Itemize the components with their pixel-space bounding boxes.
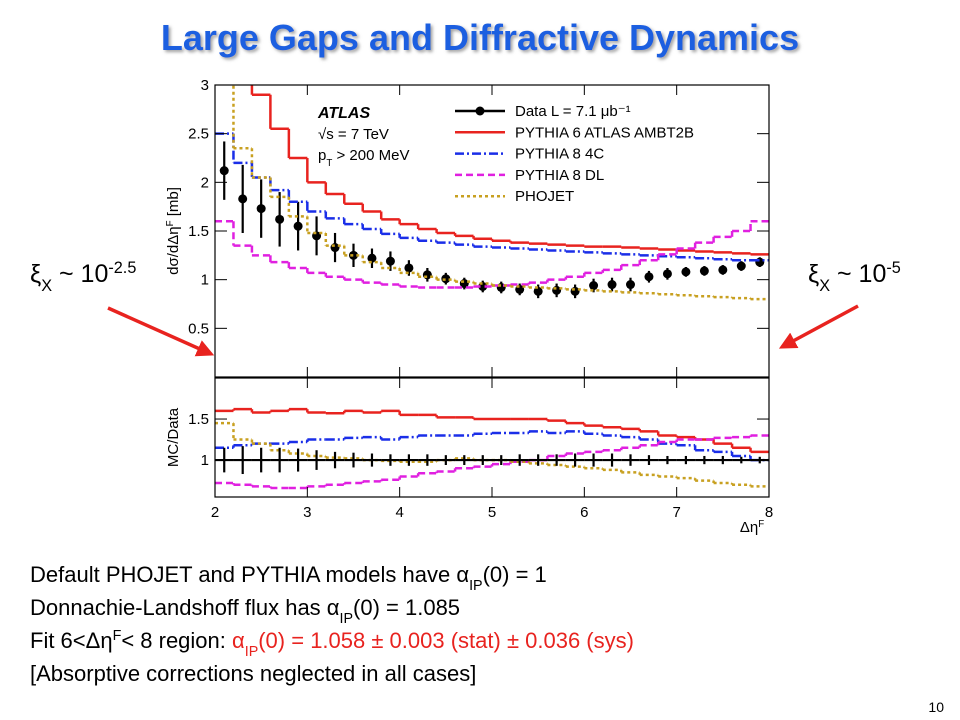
text-run: dσ/dΔη bbox=[165, 226, 182, 274]
data-point bbox=[662, 269, 672, 279]
legend-label: Data L = 7.1 μb⁻¹ bbox=[515, 103, 631, 120]
data-point bbox=[736, 261, 746, 271]
y-tick-label: 1 bbox=[201, 452, 209, 469]
energy-label: √s = 7 TeV bbox=[318, 126, 389, 143]
data-point bbox=[404, 263, 414, 273]
text-run: p bbox=[318, 147, 326, 164]
y-axis-label: dσ/dΔηF [mb] bbox=[165, 187, 183, 275]
legend-swatch bbox=[475, 106, 485, 116]
y-tick-label: 1 bbox=[201, 272, 209, 289]
y-tick-label: 1.5 bbox=[188, 411, 209, 428]
y-tick-label: 1.5 bbox=[188, 223, 209, 240]
data-point bbox=[699, 266, 709, 276]
text-run: Δη bbox=[740, 519, 758, 536]
text-run: < 8 region: bbox=[121, 628, 232, 653]
arrow bbox=[107, 306, 215, 357]
annotation: ξX ~ 10-2.5 bbox=[30, 259, 136, 295]
note-line: [Absorptive corrections neglected in all… bbox=[30, 661, 476, 686]
data-point bbox=[533, 286, 543, 296]
plot-area bbox=[215, 407, 769, 490]
y-tick-label: 2.5 bbox=[188, 126, 209, 143]
text-run: > 200 MeV bbox=[332, 147, 409, 164]
text-run: X bbox=[41, 277, 52, 295]
text-run: F bbox=[758, 519, 764, 530]
text-run: Donnachie-Landshoff flux has α bbox=[30, 595, 340, 620]
legend-label: PYTHIA 8 DL bbox=[515, 167, 604, 184]
x-tick-label: 4 bbox=[395, 504, 403, 521]
text-run: (0) = 1.058 ± 0.003 (stat) ± 0.036 (sys) bbox=[258, 628, 634, 653]
legend-label: PYTHIA 6 ATLAS AMBT2B bbox=[515, 124, 694, 141]
data-point bbox=[256, 204, 266, 214]
page-number: 10 bbox=[928, 699, 944, 715]
text-run: F bbox=[113, 628, 122, 644]
text-run: MC/Data bbox=[165, 407, 182, 467]
legend-label: PHOJET bbox=[515, 188, 574, 205]
text-run: IP bbox=[340, 611, 354, 627]
data-point bbox=[385, 256, 395, 266]
x-axis-label: ΔηF bbox=[740, 519, 764, 537]
data-point bbox=[681, 267, 691, 277]
text-run: -5 bbox=[886, 259, 900, 277]
text-run: Fit 6<Δη bbox=[30, 628, 113, 653]
legend-label: PYTHIA 8 4C bbox=[515, 146, 604, 163]
data-point bbox=[626, 280, 635, 290]
text-run: (0) = 1 bbox=[483, 562, 547, 587]
text-run: (0) = 1.085 bbox=[353, 595, 460, 620]
cut-label: pT > 200 MeV bbox=[318, 147, 409, 169]
x-tick-label: 6 bbox=[580, 504, 588, 521]
data-point bbox=[293, 221, 303, 231]
plot-area bbox=[215, 85, 769, 301]
text-run: F bbox=[165, 220, 176, 226]
data-point bbox=[275, 214, 285, 224]
text-run: ~ 10 bbox=[52, 260, 108, 288]
x-tick-label: 2 bbox=[211, 504, 219, 521]
text-run: IP bbox=[469, 578, 483, 594]
x-tick-label: 8 bbox=[765, 504, 773, 521]
data-point bbox=[349, 250, 358, 260]
data-point bbox=[644, 272, 654, 282]
arrow bbox=[778, 304, 859, 349]
data-point bbox=[441, 274, 451, 284]
data-point bbox=[367, 253, 377, 263]
data-point bbox=[589, 281, 599, 291]
x-tick-label: 3 bbox=[303, 504, 311, 521]
annotation: ξX ~ 10-5 bbox=[808, 259, 901, 295]
data-point bbox=[219, 166, 229, 176]
data-point bbox=[238, 194, 248, 204]
x-tick-label: 5 bbox=[488, 504, 496, 521]
text-run: X bbox=[819, 277, 830, 295]
text-run: ~ 10 bbox=[830, 260, 886, 288]
text-run: Default PHOJET and PYTHIA models have α bbox=[30, 562, 469, 587]
y-tick-label: 0.5 bbox=[188, 320, 209, 337]
text-run: IP bbox=[245, 644, 259, 660]
y-tick-label: 2 bbox=[201, 174, 209, 191]
text-run: [Absorptive corrections neglected in all… bbox=[30, 661, 476, 686]
text-run: α bbox=[232, 628, 245, 653]
slide-title: Large Gaps and Diffractive Dynamics bbox=[161, 17, 799, 58]
note-line: Donnachie-Landshoff flux has αIP(0) = 1.… bbox=[30, 595, 460, 627]
data-point bbox=[607, 280, 617, 290]
y-tick-label: 3 bbox=[201, 77, 209, 94]
text-run: ξ bbox=[808, 260, 819, 288]
text-run: ξ bbox=[30, 260, 41, 288]
data-point bbox=[718, 265, 728, 275]
x-tick-label: 7 bbox=[672, 504, 680, 521]
note-line: Fit 6<ΔηF< 8 region: αIP(0) = 1.058 ± 0.… bbox=[30, 628, 634, 660]
y-axis-label: MC/Data bbox=[165, 407, 182, 467]
experiment-label: ATLAS bbox=[317, 105, 370, 122]
text-run: T bbox=[326, 158, 332, 169]
text-run: -2.5 bbox=[108, 259, 136, 277]
note-line: Default PHOJET and PYTHIA models have αI… bbox=[30, 562, 547, 594]
text-run: [mb] bbox=[165, 187, 182, 220]
